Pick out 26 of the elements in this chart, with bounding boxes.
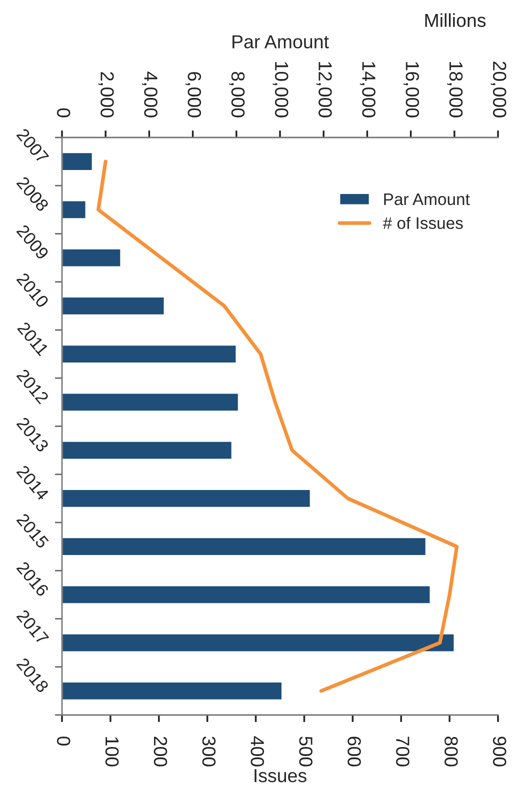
x2-tick-label: 0 [56,108,70,118]
x-tick-label: 200 [154,736,168,766]
x2-tick-label: 12,000 [316,62,332,118]
x2-tick-label: 18,000 [447,62,463,118]
x-tick-label: 300 [202,736,216,766]
x-axis-title: Issues [254,769,306,782]
x2-tick-label: 10,000 [272,62,288,118]
x2-tick-label: 16,000 [404,62,420,118]
x2-tick-label: 2,000 [98,72,114,118]
x2-axis-title: Par Amount [232,35,329,48]
x2-tick-label: 8,000 [229,72,245,118]
x2-tick-label: 6,000 [186,72,202,118]
x-tick-label: 0 [56,736,70,746]
x-tick-label: 400 [250,736,264,766]
x2-tick-label: 14,000 [360,62,376,118]
x-tick-label: 900 [492,736,506,766]
x2-tick-label: 20,000 [490,62,506,118]
x-tick-label: 600 [348,736,361,766]
legend-label: Par Amount [384,194,470,206]
x-tick-label: 500 [299,736,312,766]
x2-tick-label: 4,000 [142,72,158,118]
x-tick-label: 800 [444,736,458,766]
text: Millions [425,13,486,28]
legend-label: # of Issues [382,216,463,230]
x-tick-label: 100 [105,737,119,766]
x-tick-label: 700 [396,736,410,766]
